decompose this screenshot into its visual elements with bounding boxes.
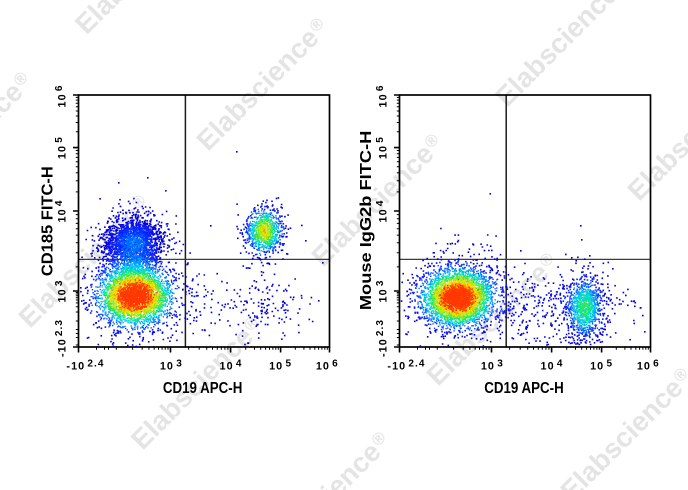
svg-text:103: 103 (375, 280, 389, 303)
svg-text:105: 105 (269, 359, 292, 373)
svg-text:105: 105 (54, 136, 68, 159)
svg-text:CD19 APC-H: CD19 APC-H (484, 380, 564, 397)
svg-text:-102.4: -10 2.4 (66, 359, 104, 373)
svg-text:104: 104 (220, 359, 243, 373)
svg-text:103: 103 (54, 280, 68, 303)
svg-text:105: 105 (590, 359, 613, 373)
svg-text:103: 103 (481, 359, 504, 373)
svg-text:CD19 APC-H: CD19 APC-H (163, 380, 243, 397)
svg-text:CD185 FITC-H: CD185 FITC-H (40, 166, 57, 276)
svg-text:106: 106 (54, 85, 68, 108)
svg-text:103: 103 (160, 359, 183, 373)
svg-text:106: 106 (316, 359, 339, 373)
svg-text:106: 106 (375, 85, 389, 108)
svg-text:Mouse IgG2b FITC-H: Mouse IgG2b FITC-H (358, 131, 375, 311)
svg-text:104: 104 (541, 359, 564, 373)
svg-text:104: 104 (375, 200, 389, 223)
svg-text:106: 106 (637, 359, 660, 373)
svg-text:104: 104 (54, 200, 68, 223)
svg-text:105: 105 (375, 136, 389, 159)
svg-text:-102.4: -10 2.4 (387, 359, 425, 373)
